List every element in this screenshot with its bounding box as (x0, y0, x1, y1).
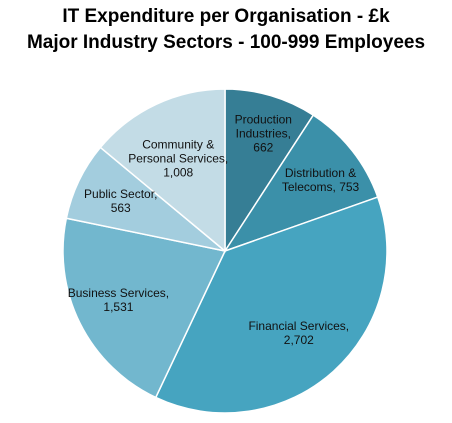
label-public-sector: Public Sector, 563 (84, 187, 157, 215)
slice-distribution-and-telecoms (223, 114, 379, 253)
slice-financial-services (154, 196, 388, 414)
slice-labels: Production Industries, 662 Distribution & Te… (68, 112, 360, 346)
chart-subtitle: Major Industry Sectors - 100-999 Employe… (26, 32, 426, 53)
slice-community-and-personal-services (99, 88, 226, 253)
label-distribution-and-telecoms: Distribution & Telecoms, 753 (282, 166, 360, 194)
label-business-services: Business Services, 1,531 (68, 286, 169, 314)
chart-title: IT Expenditure per Organisation - £k (62, 6, 390, 27)
label-production-industries: Production Industries, 662 (235, 112, 292, 154)
label-financial-services: Financial Services, 2,702 (248, 319, 349, 347)
slice-production-industries (224, 88, 315, 254)
label-community-and-personal-services: Community & Personal Services, 1,008 (128, 137, 228, 179)
pie-slices (62, 88, 388, 414)
slice-business-services (62, 217, 227, 399)
